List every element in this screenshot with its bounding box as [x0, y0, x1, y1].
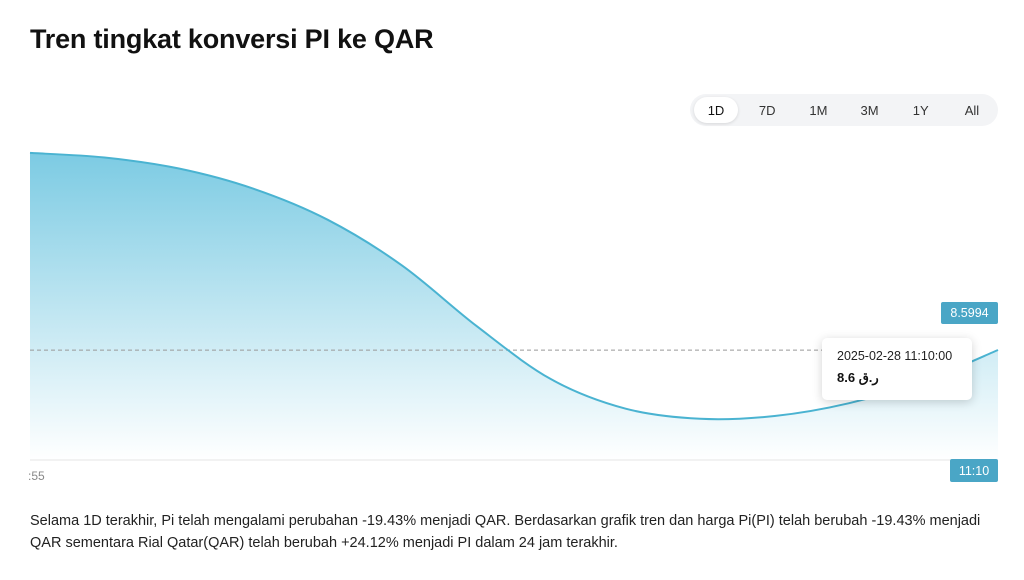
- chart-tooltip: 2025-02-28 11:10:00 8.6 ر.ق: [822, 338, 972, 400]
- x-tick-label: :55: [28, 469, 45, 483]
- series-area: [30, 152, 998, 460]
- price-chart[interactable]: [0, 0, 1024, 500]
- tab-7d[interactable]: 7D: [758, 102, 776, 118]
- tab-1d[interactable]: 1D: [694, 97, 738, 123]
- current-price-label: 8.5994: [941, 302, 998, 324]
- current-time-label: 11:10: [950, 459, 998, 482]
- tooltip-date: 2025-02-28 11:10:00: [837, 349, 953, 363]
- page-title: Tren tingkat konversi PI ke QAR: [30, 24, 434, 54]
- time-range-selector: 1D 7D 1M 3M 1Y All: [690, 94, 998, 126]
- trend-description: Selama 1D terakhir, Pi telah mengalami p…: [30, 513, 981, 551]
- tab-1m[interactable]: 1M: [809, 102, 828, 118]
- tab-3m[interactable]: 3M: [860, 102, 879, 118]
- series-line: [29, 151, 999, 421]
- tab-all[interactable]: All: [964, 102, 980, 118]
- tooltip-value: 8.6 ر.ق: [837, 370, 879, 385]
- tab-1y[interactable]: 1Y: [912, 102, 929, 118]
